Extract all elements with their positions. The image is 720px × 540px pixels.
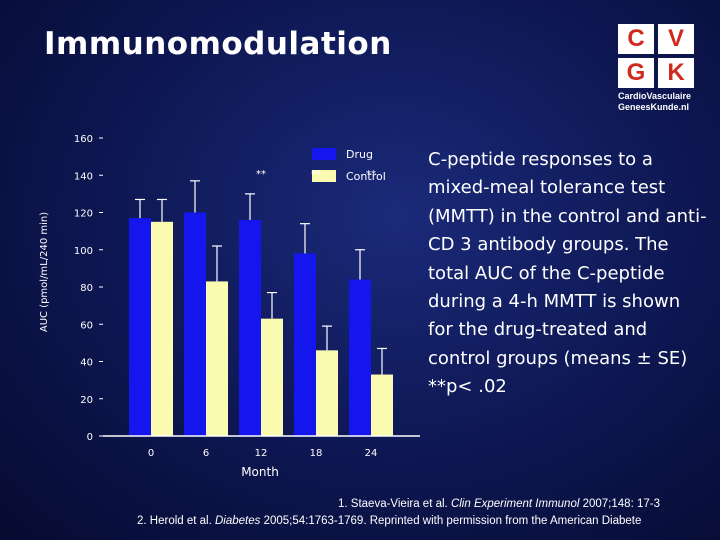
bar-drug [294, 253, 316, 436]
chart-description: C-peptide responses to a mixed-meal tole… [428, 149, 707, 398]
x-tick-label: 12 [255, 448, 268, 459]
legend-swatch-drug [312, 148, 336, 160]
chart-legend: Drug Control [312, 148, 386, 183]
y-tick-label: 140 [74, 171, 93, 182]
logo-letter-g: G [618, 58, 654, 88]
bar-control [261, 318, 283, 436]
logo-letter-c: C [618, 24, 654, 54]
reference-1-authors: 1. Staeva-Vieira et al. [338, 498, 451, 510]
reference-2-authors: 2. Herold et al. [137, 515, 215, 527]
bar-control [371, 374, 393, 436]
bar-control [151, 221, 173, 436]
reference-1-details: 2007;148: 17-3 [579, 498, 660, 510]
x-tick-label: 18 [310, 448, 323, 459]
logo-letter-v: V [658, 24, 694, 54]
bar-drug [184, 212, 206, 436]
reference-2-details: 2005;54:1763-1769. Reprinted with permis… [260, 515, 642, 527]
reference-1: 1. Staeva-Vieira et al. Clin Experiment … [338, 498, 660, 510]
cvgk-logo: C V G K CardioVasculaire GeneesKunde.nl [618, 24, 694, 120]
bar-control [206, 281, 228, 436]
y-tick-label: 100 [74, 246, 93, 257]
y-tick-label: 120 [74, 209, 93, 220]
significance-marker: ** [256, 169, 266, 180]
bar-control [316, 350, 338, 436]
slide-title: Immunomodulation [44, 26, 392, 62]
reference-2-journal: Diabetes [214, 515, 261, 527]
y-tick-label: 0 [87, 432, 93, 443]
y-tick-label: 40 [80, 358, 93, 369]
logo-line-1: CardioVasculaire [618, 91, 692, 101]
bar-drug [349, 279, 371, 436]
legend-label-control: Control [346, 170, 386, 183]
x-tick-label: 24 [365, 448, 378, 459]
logo-letter-k: K [658, 58, 694, 88]
y-tick-label: 60 [80, 320, 93, 331]
y-axis-label: AUC (pmol/mL/240 min) [39, 212, 50, 332]
x-tick-label: 6 [203, 448, 209, 459]
reference-1-journal: Clin Experiment Immunol [450, 498, 580, 510]
x-axis-label: Month [241, 465, 279, 479]
y-tick-label: 80 [80, 283, 93, 294]
significance-marker: ** [366, 169, 376, 180]
y-tick-label: 20 [80, 395, 93, 406]
logo-line-2: GeneesKunde.nl [618, 102, 690, 112]
x-tick-label: 0 [148, 448, 154, 459]
bar-drug [239, 219, 261, 436]
y-tick-label: 160 [74, 134, 93, 145]
bar-drug [129, 218, 151, 436]
legend-label-drug: Drug [346, 148, 373, 161]
reference-2: 2. Herold et al. Diabetes 2005;54:1763-1… [137, 515, 641, 527]
legend-swatch-control [312, 170, 336, 182]
significance-marker: ** [311, 169, 321, 180]
